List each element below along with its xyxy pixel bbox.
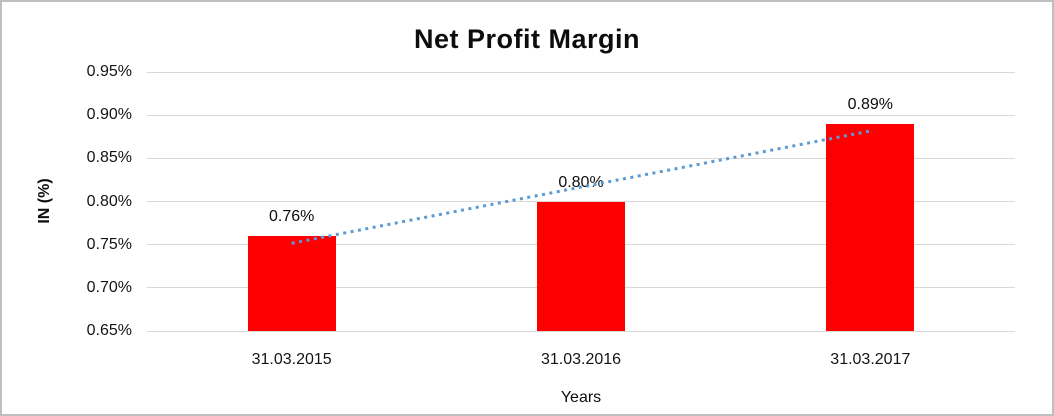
bar bbox=[247, 236, 336, 331]
gridline bbox=[147, 114, 1015, 116]
y-tick-label: 0.70% bbox=[86, 278, 132, 296]
x-tick-label: 31.03.2016 bbox=[540, 351, 622, 368]
bar-data-label: 0.89% bbox=[847, 95, 894, 113]
bar bbox=[537, 201, 625, 331]
y-tick-label: 0.85% bbox=[86, 149, 132, 167]
bar-data-label: 0.80% bbox=[558, 173, 604, 191]
y-tick-label: 0.90% bbox=[86, 106, 132, 124]
x-tick-label: 31.03.2015 bbox=[251, 351, 332, 368]
y-tick-label: 0.65% bbox=[86, 322, 132, 339]
y-tick-label: 0.95% bbox=[86, 63, 132, 80]
gridline bbox=[147, 71, 1015, 73]
bar-data-label: 0.76% bbox=[268, 208, 315, 226]
y-tick-label: 0.75% bbox=[86, 235, 132, 253]
bar bbox=[826, 123, 915, 331]
x-tick-label: 31.03.2017 bbox=[830, 351, 911, 368]
x-axis-title: Years bbox=[560, 389, 602, 406]
chart-title: Net Profit Margin bbox=[413, 24, 640, 54]
y-tick-label: 0.80% bbox=[86, 192, 132, 210]
gridline bbox=[147, 330, 1015, 332]
